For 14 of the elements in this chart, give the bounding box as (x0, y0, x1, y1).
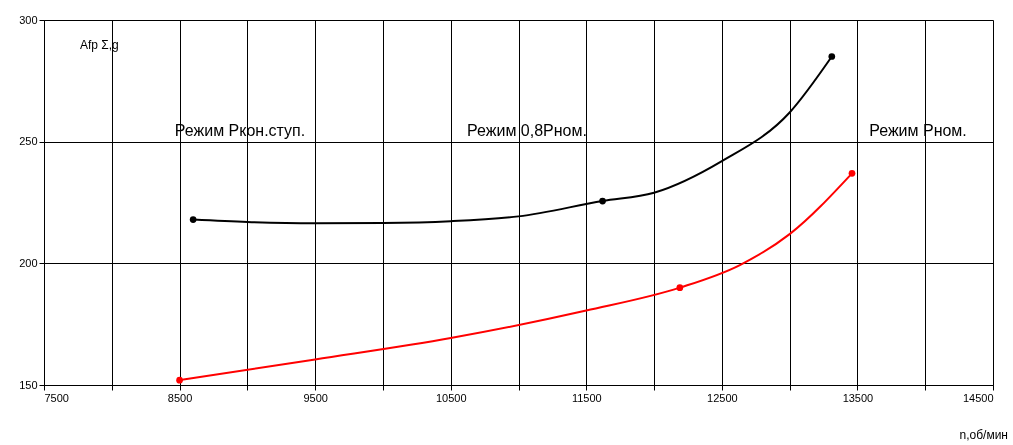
x-tick-label: 9500 (303, 391, 328, 404)
x-tick-label: 12500 (707, 391, 738, 404)
x-tick-label: 11500 (571, 391, 602, 404)
y-tick-label: 150 (19, 378, 38, 391)
x-tick-label: 7500 (44, 391, 69, 404)
x-tick-label: 13500 (842, 391, 874, 404)
x-tick-label: 14500 (962, 391, 994, 404)
x-tick-label: 10500 (435, 391, 467, 404)
x-tick-label: 8500 (167, 391, 193, 404)
annotation: Режим 0,8Рном. (467, 122, 587, 139)
x-axis-title: n,об/мин (959, 428, 1008, 442)
y-tick-label: 250 (19, 135, 38, 148)
y-tick-label: 300 (19, 13, 38, 26)
y-tick-label: 200 (19, 256, 38, 269)
